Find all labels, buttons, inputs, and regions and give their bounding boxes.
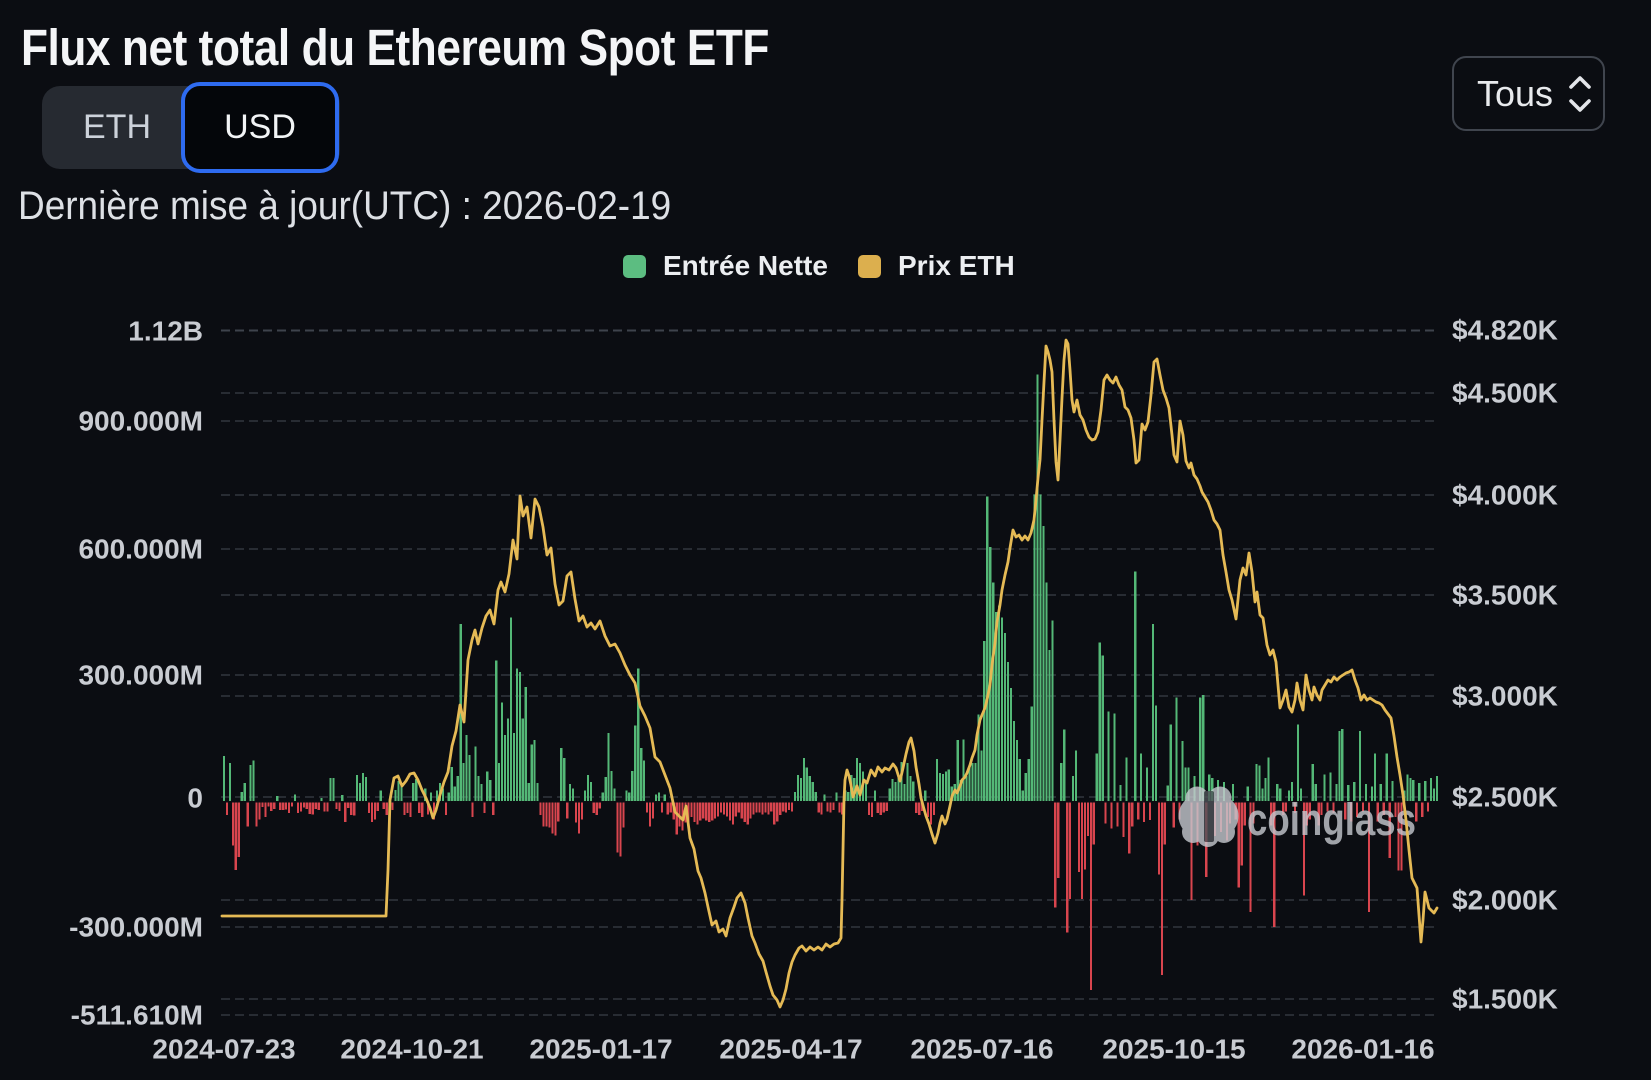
svg-text:$2.000K: $2.000K <box>1452 885 1558 916</box>
svg-text:2024-07-23: 2024-07-23 <box>152 1034 295 1065</box>
svg-text:300.000M: 300.000M <box>78 660 203 691</box>
svg-text:2024-10-21: 2024-10-21 <box>340 1034 483 1065</box>
svg-text:2026-01-16: 2026-01-16 <box>1291 1034 1434 1065</box>
svg-text:0: 0 <box>187 783 203 814</box>
svg-text:2025-04-17: 2025-04-17 <box>719 1034 862 1065</box>
svg-text:600.000M: 600.000M <box>78 534 203 565</box>
svg-text:-511.610M: -511.610M <box>71 1000 203 1031</box>
svg-text:900.000M: 900.000M <box>78 406 203 437</box>
svg-text:1.12B: 1.12B <box>128 316 203 347</box>
svg-text:2025-10-15: 2025-10-15 <box>1102 1034 1245 1065</box>
svg-text:$1.500K: $1.500K <box>1452 984 1558 1015</box>
svg-text:$3.500K: $3.500K <box>1452 580 1558 611</box>
svg-text:$4.820K: $4.820K <box>1452 315 1558 346</box>
svg-text:$3.000K: $3.000K <box>1452 681 1558 712</box>
svg-text:$4.000K: $4.000K <box>1452 480 1558 511</box>
svg-text:$4.500K: $4.500K <box>1452 378 1558 409</box>
svg-text:2025-07-16: 2025-07-16 <box>910 1034 1053 1065</box>
svg-text:coinglass: coinglass <box>1247 794 1416 845</box>
svg-text:2025-01-17: 2025-01-17 <box>529 1034 672 1065</box>
svg-text:$2.500K: $2.500K <box>1452 782 1558 813</box>
svg-text:-300.000M: -300.000M <box>69 912 203 943</box>
